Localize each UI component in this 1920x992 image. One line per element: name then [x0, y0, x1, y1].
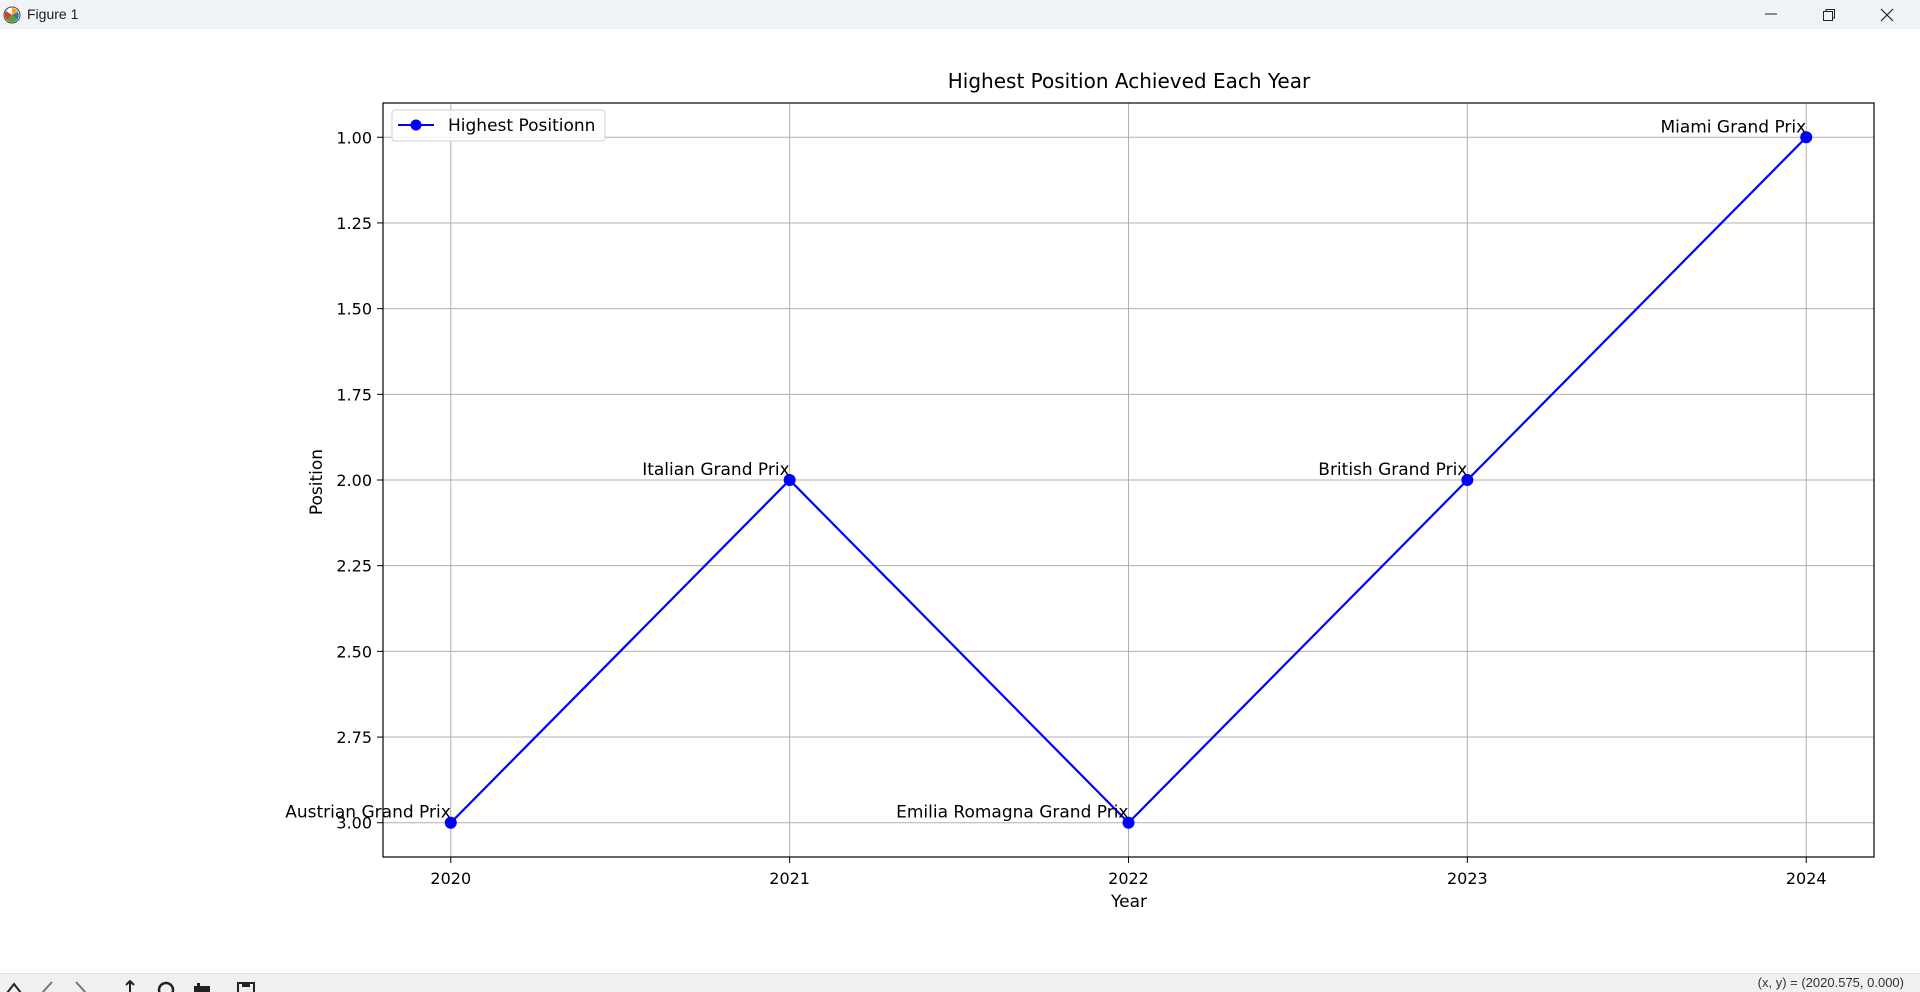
y-axis-label: Position [307, 449, 327, 515]
y-tick-label: 3.00 [336, 814, 372, 833]
y-tick-label: 2.50 [336, 642, 372, 661]
x-tick-label: 2023 [1447, 869, 1488, 888]
series [444, 131, 1813, 829]
data-point [1800, 131, 1813, 144]
title-bar: Figure 1 [0, 0, 1920, 29]
data-point [444, 816, 457, 829]
chart-canvas: 2020 2021 2022 2023 2024 1.00 1.25 1.50 1.75 2.00… [285, 69, 1875, 912]
data-point [1461, 474, 1474, 486]
configure-icon[interactable] [192, 980, 212, 992]
data-label: Miami Grand Prix [1660, 117, 1806, 137]
data-point [1122, 816, 1135, 829]
axis-ticks: 2020 2021 2022 2023 2024 1.00 1.25 1.50 1.75 2.00… [336, 128, 1826, 888]
y-tick-label: 1.50 [336, 300, 372, 319]
y-tick-label: 2.00 [336, 471, 372, 490]
data-label: British Grand Prix [1318, 460, 1467, 480]
x-axis-label: Year [1110, 892, 1147, 912]
y-tick-label: 2.25 [336, 557, 372, 576]
grid [383, 103, 1874, 857]
data-label: Italian Grand Prix [642, 460, 789, 480]
y-tick-label: 1.00 [336, 128, 372, 147]
matplotlib-icon [3, 6, 21, 24]
close-button[interactable] [1858, 0, 1916, 29]
plot-frame [382, 102, 1875, 858]
y-tick-label: 2.75 [336, 728, 372, 747]
x-tick-label: 2024 [1786, 869, 1827, 888]
forward-icon[interactable] [70, 980, 90, 992]
data-point [783, 474, 796, 486]
legend-box [391, 109, 606, 142]
home-icon[interactable] [4, 980, 24, 992]
close-icon [1880, 8, 1894, 22]
save-icon[interactable] [236, 980, 256, 992]
annotations: Austrian Grand Prix Italian Grand Prix Emi… [285, 117, 1806, 822]
y-tick-label: 1.25 [336, 214, 372, 233]
window-title: Figure 1 [27, 6, 79, 22]
legend-label: Highest Positionn [448, 116, 595, 136]
minimize-button[interactable] [1742, 0, 1800, 29]
back-icon[interactable] [36, 980, 56, 992]
cursor-coordinates: (x, y) = (2020.575, 0.000) [1757, 975, 1904, 990]
zoom-icon[interactable] [156, 980, 176, 992]
legend-marker-swatch [410, 119, 422, 131]
x-tick-label: 2022 [1108, 869, 1149, 888]
chart-title: Highest Position Achieved Each Year [948, 69, 1311, 93]
maximize-icon [1823, 9, 1835, 21]
x-tick-label: 2021 [769, 869, 810, 888]
pan-icon[interactable] [120, 980, 140, 992]
data-label: Austrian Grand Prix [285, 803, 451, 823]
maximize-button[interactable] [1800, 0, 1858, 29]
legend: Highest Positionn [391, 109, 606, 142]
y-tick-label: 1.75 [336, 385, 372, 404]
minimize-icon [1765, 13, 1777, 15]
navigation-toolbar: (x, y) = (2020.575, 0.000) [0, 973, 1920, 992]
x-tick-label: 2020 [430, 869, 471, 888]
data-label: Emilia Romagna Grand Prix [896, 803, 1128, 823]
